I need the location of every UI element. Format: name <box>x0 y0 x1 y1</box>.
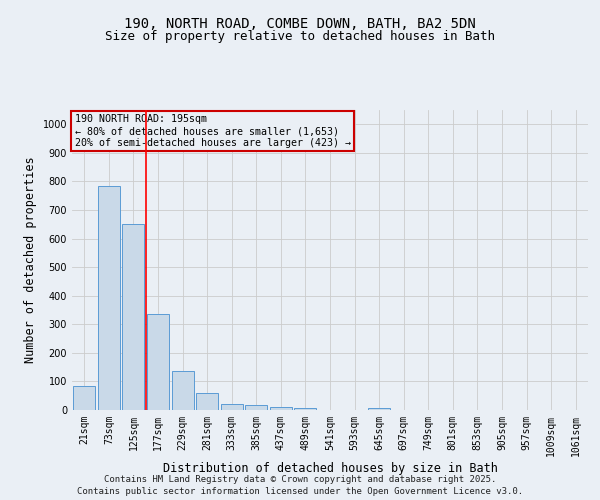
Bar <box>172 372 194 410</box>
X-axis label: Distribution of detached houses by size in Bath: Distribution of detached houses by size … <box>163 462 497 474</box>
Bar <box>122 224 145 410</box>
Bar <box>196 393 218 410</box>
Bar <box>221 404 243 410</box>
Text: 190 NORTH ROAD: 195sqm
← 80% of detached houses are smaller (1,653)
20% of semi-: 190 NORTH ROAD: 195sqm ← 80% of detached… <box>74 114 350 148</box>
Bar <box>73 386 95 410</box>
Bar <box>368 408 390 410</box>
Bar <box>270 408 292 410</box>
Text: Contains HM Land Registry data © Crown copyright and database right 2025.
Contai: Contains HM Land Registry data © Crown c… <box>77 474 523 496</box>
Bar <box>245 405 268 410</box>
Bar <box>98 186 120 410</box>
Text: 190, NORTH ROAD, COMBE DOWN, BATH, BA2 5DN: 190, NORTH ROAD, COMBE DOWN, BATH, BA2 5… <box>124 18 476 32</box>
Bar <box>147 314 169 410</box>
Text: Size of property relative to detached houses in Bath: Size of property relative to detached ho… <box>105 30 495 43</box>
Y-axis label: Number of detached properties: Number of detached properties <box>24 156 37 364</box>
Bar <box>295 408 316 410</box>
